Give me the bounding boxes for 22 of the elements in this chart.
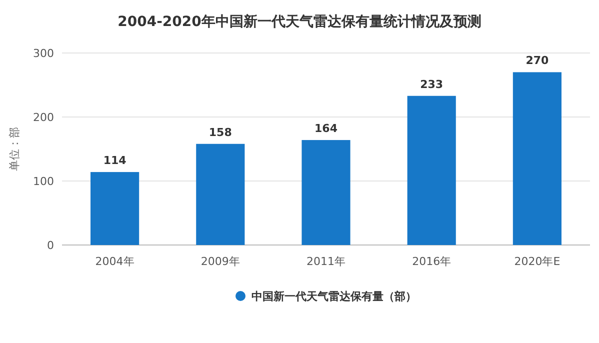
y-tick-label: 300 (33, 47, 54, 60)
data-label: 233 (420, 78, 444, 91)
data-label: 158 (208, 126, 232, 139)
x-tick-label: 2011年 (306, 255, 346, 268)
data-label: 114 (103, 154, 127, 168)
bar (302, 140, 350, 245)
y-tick-label: 200 (33, 111, 54, 124)
x-tick-label: 2020年E (514, 255, 560, 268)
y-tick-label: 0 (47, 239, 54, 252)
y-tick-label: 100 (33, 175, 54, 188)
x-tick-label: 2016年 (412, 255, 452, 268)
x-tick-label: 2004年 (95, 255, 134, 268)
chart-title: 2004-2020年中国新一代天气雷达保有量统计情况及预测 (118, 13, 482, 30)
bar (407, 96, 456, 245)
x-tick-label: 2009年 (200, 255, 240, 268)
bar (512, 72, 562, 245)
bar (196, 144, 245, 245)
legend-label: 中国新一代天气雷达保有量（部） (252, 290, 416, 303)
data-label: 164 (314, 122, 338, 136)
y-axis-title: 单位：部 (8, 127, 21, 171)
bar (90, 172, 140, 245)
data-label: 270 (526, 54, 550, 68)
